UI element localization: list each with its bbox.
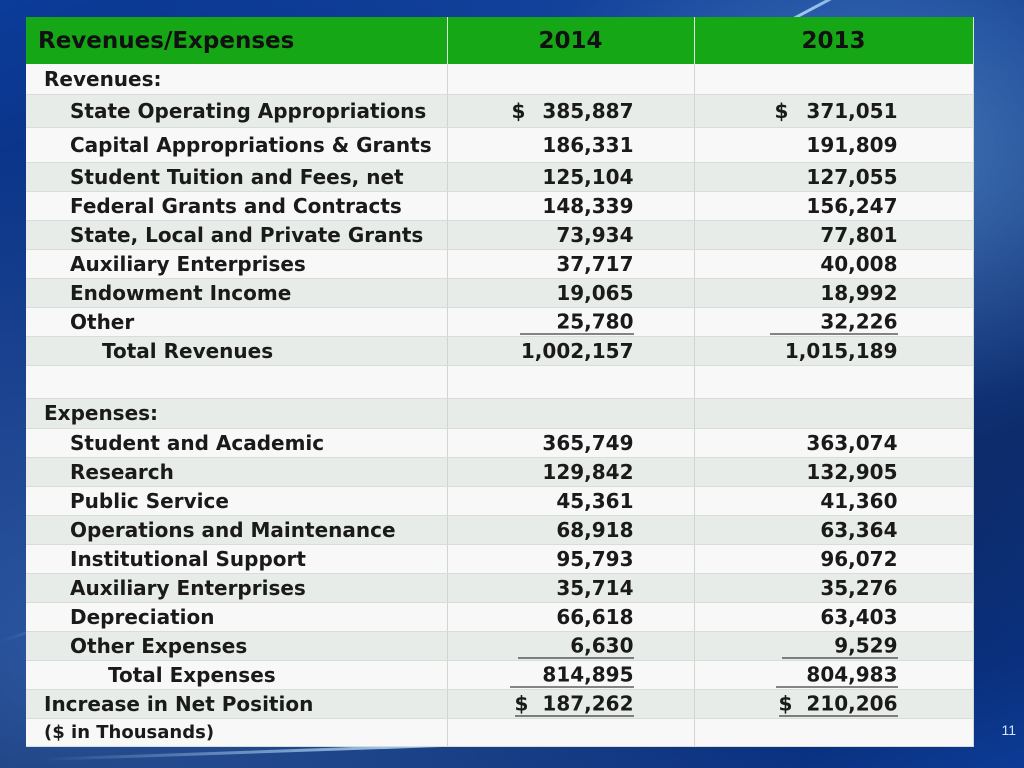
total-revenues-label: Total Revenues <box>26 336 448 366</box>
spacer-row <box>26 365 974 399</box>
value-2014: 6,630 <box>518 633 634 658</box>
value-2014: 186,331 <box>542 132 634 157</box>
value-2014: 19,065 <box>556 280 634 305</box>
row-label: Public Service <box>26 486 448 516</box>
value-2014: 365,749 <box>542 430 634 455</box>
value-2013: 77,801 <box>820 222 898 247</box>
value-2013: 371,051 <box>806 98 898 123</box>
total-expenses-label: Total Expenses <box>26 660 448 690</box>
value-2013: 41,360 <box>820 488 898 513</box>
table-header-row: Revenues/Expenses 2014 2013 <box>26 17 974 64</box>
header-year-2013: 2013 <box>694 17 974 64</box>
slide-number: 11 <box>1001 722 1016 738</box>
table-row: Other 25,780 32,226 <box>26 307 974 337</box>
row-label: Operations and Maintenance <box>26 515 448 545</box>
table-row: Public Service 45,361 41,360 <box>26 486 974 516</box>
value-2013: 9,529 <box>782 633 898 658</box>
value-2014: 66,618 <box>556 604 634 629</box>
row-label: Research <box>26 457 448 487</box>
table-row: Expenses: <box>26 398 974 429</box>
row-label: Student and Academic <box>26 428 448 458</box>
value-2013: 63,403 <box>820 604 898 629</box>
value-2014: 385,887 <box>542 98 634 123</box>
value-2013: 156,247 <box>806 193 898 218</box>
value-2014: 95,793 <box>556 546 634 571</box>
value-2013: 96,072 <box>820 546 898 571</box>
value-2014: 129,842 <box>542 459 634 484</box>
total-row: Total Revenues 1,002,157 1,015,189 <box>26 336 974 366</box>
net-value-2014: 187,262 <box>542 691 634 715</box>
header-year-2014: 2014 <box>447 17 695 64</box>
value-2013: 127,055 <box>806 164 898 189</box>
table-row: State Operating Appropriations $385,887 … <box>26 94 974 128</box>
currency-symbol: $ <box>514 691 529 715</box>
row-label: Other <box>26 307 448 337</box>
value-2014: 1,002,157 <box>520 338 634 363</box>
row-label: Capital Appropriations & Grants <box>26 127 448 163</box>
value-2013: $ 210,206 <box>778 691 898 716</box>
table-row: Other Expenses 6,630 9,529 <box>26 631 974 661</box>
row-label: Other Expenses <box>26 631 448 661</box>
value-2013: 40,008 <box>820 251 898 276</box>
table-row: Revenues: <box>26 64 974 95</box>
table-row: Depreciation 66,618 63,403 <box>26 602 974 632</box>
value-2014: 125,104 <box>542 164 634 189</box>
currency-symbol: $ <box>774 98 789 123</box>
table-row: Federal Grants and Contracts 148,339 156… <box>26 191 974 221</box>
value-2013: 1,015,189 <box>784 338 898 363</box>
value-2014: $ 187,262 <box>514 691 634 716</box>
value-2013: 191,809 <box>806 132 898 157</box>
table-row: Operations and Maintenance 68,918 63,364 <box>26 515 974 545</box>
value-2013: 363,074 <box>806 430 898 455</box>
expenses-heading: Expenses: <box>26 398 448 429</box>
value-2013: 18,992 <box>820 280 898 305</box>
value-2013: 63,364 <box>820 517 898 542</box>
net-position-label: Increase in Net Position <box>26 689 448 719</box>
footnote-row: ($ in Thousands) <box>26 718 974 747</box>
table-row: Student and Academic 365,749 363,074 <box>26 428 974 458</box>
footnote: ($ in Thousands) <box>26 718 448 747</box>
value-2013: 804,983 <box>776 662 898 687</box>
value-2014: 68,918 <box>556 517 634 542</box>
row-label: Student Tuition and Fees, net <box>26 162 448 192</box>
row-label: Auxiliary Enterprises <box>26 573 448 603</box>
value-2014: 35,714 <box>556 575 634 600</box>
header-label: Revenues/Expenses <box>26 17 448 64</box>
table-row: Research 129,842 132,905 <box>26 457 974 487</box>
row-label: State Operating Appropriations <box>26 94 448 128</box>
value-2013: 32,226 <box>770 309 898 334</box>
row-label: State, Local and Private Grants <box>26 220 448 250</box>
table-row: Auxiliary Enterprises 37,717 40,008 <box>26 249 974 279</box>
table-row: State, Local and Private Grants 73,934 7… <box>26 220 974 250</box>
value-2013: 35,276 <box>820 575 898 600</box>
value-2014: 45,361 <box>556 488 634 513</box>
row-label: Federal Grants and Contracts <box>26 191 448 221</box>
currency-symbol: $ <box>778 691 793 715</box>
value-2013: 132,905 <box>806 459 898 484</box>
value-2014: 73,934 <box>556 222 634 247</box>
row-label: Auxiliary Enterprises <box>26 249 448 279</box>
table-row: Endowment Income 19,065 18,992 <box>26 278 974 308</box>
net-value-2013: 210,206 <box>806 691 898 715</box>
table-row: Institutional Support 95,793 96,072 <box>26 544 974 574</box>
table-row: Student Tuition and Fees, net 125,104 12… <box>26 162 974 192</box>
value-2014: 37,717 <box>556 251 634 276</box>
row-label: Institutional Support <box>26 544 448 574</box>
net-position-row: Increase in Net Position $ 187,262 $ 210… <box>26 689 974 719</box>
row-label: Endowment Income <box>26 278 448 308</box>
value-2014: 25,780 <box>520 309 634 334</box>
table-row: Auxiliary Enterprises 35,714 35,276 <box>26 573 974 603</box>
value-2014: 148,339 <box>542 193 634 218</box>
table-row: Capital Appropriations & Grants 186,331 … <box>26 127 974 163</box>
currency-symbol: $ <box>511 98 526 123</box>
row-label: Depreciation <box>26 602 448 632</box>
revenues-expenses-table: Revenues/Expenses 2014 2013 Revenues: St… <box>26 17 974 747</box>
value-2014: 814,895 <box>510 662 634 687</box>
total-row: Total Expenses 814,895 804,983 <box>26 660 974 690</box>
revenues-heading: Revenues: <box>26 64 448 95</box>
